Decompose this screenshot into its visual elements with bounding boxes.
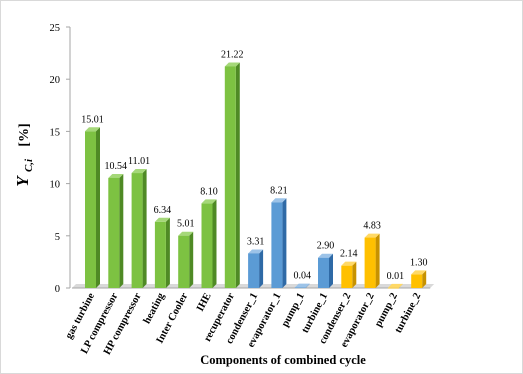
bar-value-label: 8.10 — [200, 186, 218, 197]
bar-value-label: 4.83 — [363, 221, 381, 232]
bar-top — [248, 249, 264, 254]
bar-front — [224, 66, 236, 289]
bar-side — [282, 198, 287, 288]
bar — [108, 173, 124, 288]
y-axis-title: Y C,i [%] — [13, 123, 36, 186]
bar-value-label: 2.14 — [340, 249, 358, 260]
bar — [224, 62, 240, 289]
bars — [85, 62, 427, 289]
bar-side — [96, 127, 100, 289]
bar-front — [85, 131, 96, 288]
bar-front — [387, 287, 399, 289]
bar-top — [108, 173, 124, 178]
y-tick-label: 20 — [50, 75, 61, 86]
y-tick-label: 10 — [50, 180, 61, 191]
bar-front — [364, 237, 376, 288]
bar-top — [201, 199, 217, 204]
bar-top — [341, 261, 357, 266]
bar — [248, 249, 264, 288]
bar-side — [189, 231, 194, 288]
bar-side — [398, 283, 403, 288]
bar-front — [201, 203, 213, 288]
bar-front — [318, 257, 329, 288]
y-axis-title-unit: [%] — [17, 123, 32, 146]
y-axis-title-subscript: C,i — [23, 158, 35, 172]
bar-side — [352, 261, 357, 288]
y-tick-label: 15 — [50, 127, 61, 138]
bar-front — [341, 265, 353, 288]
bar — [131, 169, 147, 288]
bar-top — [411, 270, 427, 275]
bar — [85, 127, 100, 289]
bar — [318, 253, 333, 288]
bar-front — [108, 177, 120, 288]
bar-top — [154, 217, 170, 222]
value-labels: 15.01 10.54 11.01 6.34 5.01 8.10 21.22 3.31 8.21… — [81, 49, 427, 281]
bar-front — [178, 235, 190, 288]
bar-side — [329, 253, 333, 288]
y-tick-label: 0 — [55, 284, 60, 295]
bar-side — [119, 173, 124, 288]
bar — [387, 283, 403, 289]
bar-value-label: 21.22 — [221, 49, 244, 60]
bar — [201, 199, 217, 288]
bar-front — [248, 253, 260, 288]
bar-top — [294, 283, 310, 288]
bar-top — [271, 198, 287, 203]
bar-front — [294, 287, 306, 289]
bar-front — [131, 173, 143, 288]
bar — [411, 270, 427, 288]
y-axis: 0 5 10 15 20 25 — [50, 23, 71, 295]
bar-side — [142, 169, 147, 288]
bar-front — [271, 202, 283, 288]
bar-front — [154, 221, 166, 288]
y-tick-label: 25 — [50, 23, 61, 34]
bar — [178, 231, 194, 288]
bar-value-label: 0.01 — [387, 271, 405, 282]
bar — [341, 261, 357, 288]
bar-side — [305, 283, 310, 288]
y-axis-title-main: Y — [13, 175, 32, 187]
bar-top — [85, 127, 100, 132]
bar — [271, 198, 287, 288]
bar-front — [411, 274, 423, 288]
bar-value-label: 11.01 — [128, 156, 150, 167]
bar-value-label: 3.31 — [247, 236, 265, 247]
bar-top — [178, 231, 194, 236]
bar-top — [387, 283, 403, 288]
bar — [154, 217, 170, 288]
bar-value-label: 6.34 — [154, 205, 172, 216]
bar-top — [318, 253, 333, 258]
bar-value-label: 2.90 — [317, 241, 335, 252]
bar-side — [422, 270, 427, 288]
bar-value-label: 0.04 — [293, 271, 311, 282]
y-tick-label: 5 — [55, 232, 60, 243]
bar-side — [212, 199, 217, 288]
x-category-label: heating — [142, 291, 168, 326]
bar-value-label: 5.01 — [177, 219, 195, 230]
bar-value-label: 10.54 — [105, 161, 128, 172]
bar-top — [364, 233, 380, 238]
bar-side — [259, 249, 264, 288]
bar-side — [165, 217, 170, 288]
bar-top — [224, 62, 240, 67]
bar — [364, 233, 380, 288]
bar-top — [131, 169, 147, 174]
bar-side — [375, 233, 380, 288]
x-category-label: IHE — [195, 291, 214, 313]
bar-side — [235, 62, 240, 289]
bar — [294, 283, 310, 289]
bar-value-label: 15.01 — [81, 114, 104, 125]
bar-value-label: 1.30 — [410, 257, 428, 268]
bar-value-label: 8.21 — [270, 185, 288, 196]
x-axis-title: Components of combined cycle — [200, 353, 366, 367]
